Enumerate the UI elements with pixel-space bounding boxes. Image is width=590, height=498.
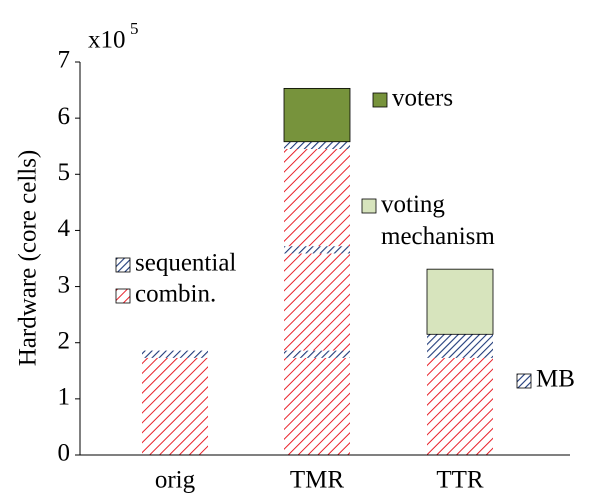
- legend-label: MB: [536, 366, 575, 393]
- y-tick-label: 5: [58, 159, 71, 186]
- legend-label: combin.: [135, 281, 216, 308]
- bar-segment: [284, 350, 350, 358]
- bar-segment: [142, 357, 208, 455]
- legend-swatch: [516, 373, 532, 389]
- y-axis-title: Hardware (core cells): [15, 150, 42, 367]
- legend-swatch: [115, 257, 131, 273]
- y-tick-label: 7: [58, 47, 71, 74]
- bar-segment: [427, 334, 493, 358]
- multiplier: x10: [88, 27, 126, 54]
- exponent: 5: [130, 19, 139, 38]
- y-tick-label: 0: [58, 440, 71, 467]
- y-tick-label: 6: [58, 103, 71, 130]
- bar-segment: [284, 141, 350, 150]
- bar-segment: [426, 268, 494, 335]
- bar-segment: [427, 357, 493, 455]
- bar-segment: [284, 357, 350, 455]
- legend-swatch: [372, 92, 388, 108]
- bar-segment: [283, 87, 351, 143]
- legend-label: voting mechanism: [381, 191, 495, 250]
- y-tick-label: 2: [58, 327, 71, 354]
- bar-segment: [284, 246, 350, 254]
- bar-segment: [142, 350, 208, 358]
- x-tick-label: TTR: [436, 467, 484, 494]
- legend-label: voters: [392, 85, 453, 112]
- y-tick-label: 1: [58, 384, 71, 411]
- x-tick-label: orig: [155, 467, 196, 494]
- y-tick-label: 4: [58, 215, 71, 242]
- legend-swatch: [361, 198, 377, 214]
- legend-label: sequential: [135, 250, 236, 277]
- bar-segment: [284, 149, 350, 247]
- bar-segment: [284, 253, 350, 351]
- x-tick-label: TMR: [290, 467, 345, 494]
- y-tick-label: 3: [58, 271, 71, 298]
- legend-swatch: [115, 288, 131, 304]
- bars: [142, 87, 494, 455]
